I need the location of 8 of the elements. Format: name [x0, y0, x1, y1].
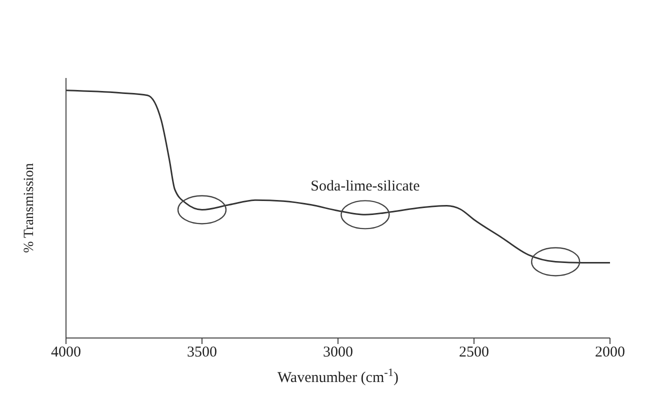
x-tick-label: 2500 — [459, 344, 489, 361]
x-axis-title: Wavenumber (cm$^{-1}$) — [277, 367, 399, 386]
y-axis-title: % Transmission — [22, 163, 37, 253]
x-tick-label: 4000 — [51, 344, 81, 361]
x-tick-label: 3500 — [187, 344, 217, 361]
x-tick-label: 2000 — [595, 344, 625, 361]
x-tick-label: 3000 — [323, 344, 353, 361]
series-label: Soda-lime-silicate — [310, 178, 420, 195]
